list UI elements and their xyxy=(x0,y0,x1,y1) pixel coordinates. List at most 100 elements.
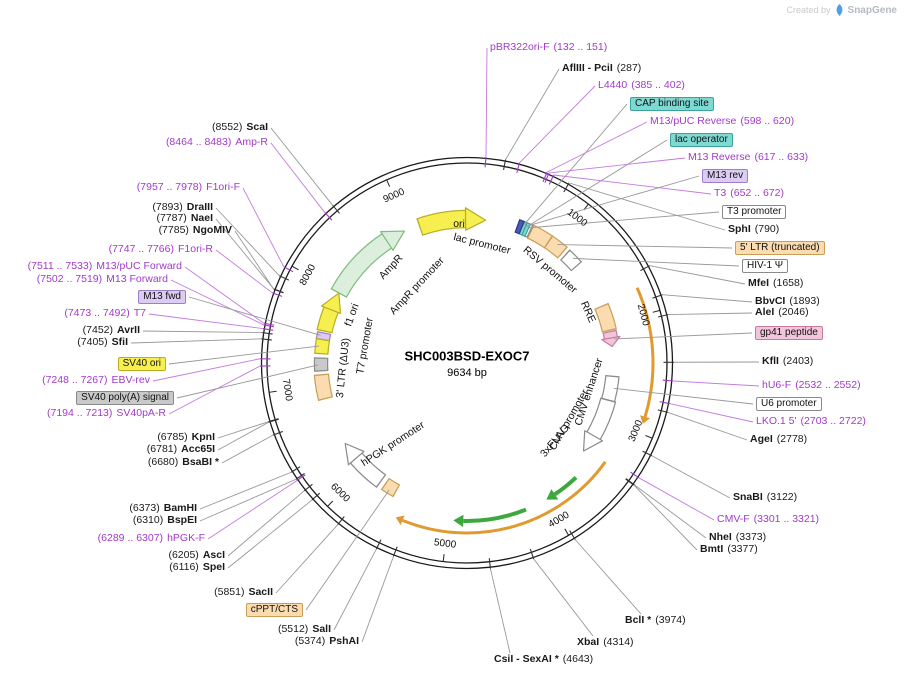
site-name-ageI[interactable]: AgeI xyxy=(750,433,773,445)
site-name-bclI[interactable]: BclI * xyxy=(625,614,652,626)
site-name-t3[interactable]: T3 xyxy=(714,187,727,199)
callout-bsaBI[interactable]: (6680) BsaBI * xyxy=(148,455,219,470)
callout-sv40-ori-box[interactable]: SV40 ori xyxy=(117,356,166,371)
site-name-cmv-f[interactable]: CMV-F xyxy=(717,513,750,525)
site-name-m13-puc-fwd[interactable]: M13/pUC Forward xyxy=(96,260,182,272)
feature-cmv-arrow[interactable] xyxy=(587,398,615,440)
feature-ori-arrow[interactable] xyxy=(417,211,466,235)
inner-label-ori[interactable]: ori xyxy=(452,217,466,231)
feature-f1-ori-arrow[interactable] xyxy=(317,307,338,333)
callout-xbaI[interactable]: XbaI (4314) xyxy=(577,635,634,650)
callout-bclI[interactable]: BclI * (3974) xyxy=(625,613,686,628)
callout-ebv-rev[interactable]: (7248 .. 7267) EBV-rev xyxy=(42,373,150,388)
callout-m13-rev-box[interactable]: M13 rev xyxy=(702,168,749,183)
feature-label-u6-promoter-box[interactable]: U6 promoter xyxy=(756,397,822,411)
site-name-sacII[interactable]: SacII xyxy=(248,586,273,598)
callout-amp-r[interactable]: (8464 .. 8483) Amp-R xyxy=(166,135,268,150)
site-name-pshAI[interactable]: PshAI xyxy=(329,635,359,647)
site-name-ascI[interactable]: AscI xyxy=(202,549,225,561)
callout-lko15[interactable]: LKO.1 5' (2703 .. 2722) xyxy=(756,414,866,429)
site-name-avrII[interactable]: AvrII xyxy=(117,324,140,336)
site-name-bmtI[interactable]: BmtI xyxy=(700,543,724,555)
callout-bbvCI[interactable]: BbvCI (1893) xyxy=(755,294,820,309)
site-name-bamHI[interactable]: BamHI xyxy=(163,502,197,514)
callout-bspEI[interactable]: (6310) BspEI xyxy=(133,513,197,528)
feature-label-cap-box[interactable]: CAP binding site xyxy=(630,97,714,111)
feature-cppt-block[interactable] xyxy=(382,479,399,496)
callout-kpnI[interactable]: (6785) KpnI xyxy=(157,430,215,445)
site-name-aflIII-pciI[interactable]: AflIII - PciI xyxy=(562,62,613,74)
site-name-scaI[interactable]: ScaI xyxy=(246,121,268,133)
callout-m13-reverse[interactable]: M13 Reverse (617 .. 633) xyxy=(688,150,808,165)
site-name-m13-forward[interactable]: M13 Forward xyxy=(106,273,168,285)
feature-label-m13-fwd-box[interactable]: M13 fwd xyxy=(138,290,186,304)
site-name-naeI[interactable]: NaeI xyxy=(190,212,213,224)
callout-sv40pa-r[interactable]: (7194 .. 7213) SV40pA-R xyxy=(47,406,166,421)
feature-green-arrow-1[interactable] xyxy=(553,475,578,496)
feature-label-m13-rev-box[interactable]: M13 rev xyxy=(702,169,749,183)
feature-hpgk-arrow-arrowhead[interactable] xyxy=(344,442,365,466)
feature-rsv-block[interactable] xyxy=(528,226,552,247)
site-name-xbaI[interactable]: XbaI xyxy=(577,636,600,648)
feature-label-t3-promoter-box[interactable]: T3 promoter xyxy=(722,205,787,219)
feature-ori-arrow-arrowhead[interactable] xyxy=(464,207,487,231)
site-name-bbvCI[interactable]: BbvCI xyxy=(755,295,786,307)
callout-sv40-polya-box[interactable]: SV40 poly(A) signal xyxy=(76,390,174,405)
feature-f1-ori-arrow-arrowhead[interactable] xyxy=(320,292,342,315)
feature-ampr-arrow[interactable] xyxy=(332,234,392,297)
callout-t7[interactable]: (7473 .. 7492) T7 xyxy=(64,306,146,321)
feature-label-ltr5-box[interactable]: 5' LTR (truncated) xyxy=(735,241,825,255)
feature-gp41-arrow[interactable] xyxy=(603,331,617,340)
callout-bamHI[interactable]: (6373) BamHI xyxy=(129,501,197,516)
site-name-snaBI[interactable]: SnaBI xyxy=(733,491,763,503)
callout-ageI[interactable]: AgeI (2778) xyxy=(750,432,807,447)
callout-snaBI[interactable]: SnaBI (3122) xyxy=(733,490,797,505)
feature-cmv-arrow-arrowhead[interactable] xyxy=(582,430,604,452)
callout-f1ori-r[interactable]: (7747 .. 7766) F1ori-R xyxy=(109,242,213,257)
callout-cmv-f[interactable]: CMV-F (3301 .. 3321) xyxy=(717,512,819,527)
callout-bmtI[interactable]: BmtI (3377) xyxy=(700,542,758,557)
site-name-t7[interactable]: T7 xyxy=(133,307,146,319)
callout-m13-puc-fwd[interactable]: (7511 .. 7533) M13/pUC Forward xyxy=(28,259,182,274)
site-name-hu6-f[interactable]: hU6-F xyxy=(762,379,792,391)
feature-rre-block[interactable] xyxy=(595,304,616,332)
site-name-mfeI[interactable]: MfeI xyxy=(748,277,769,289)
feature-label-gp41-box[interactable]: gp41 peptide xyxy=(755,326,823,340)
site-name-csiI-sexAI[interactable]: CsiI - SexAI * xyxy=(494,653,559,665)
site-name-sphI[interactable]: SphI xyxy=(728,223,751,235)
feature-ampr-arrow-arrowhead[interactable] xyxy=(380,230,406,251)
site-name-m13-puc-rev[interactable]: M13/pUC Reverse xyxy=(650,115,737,127)
callout-psi-box[interactable]: HIV-1 Ψ xyxy=(742,258,789,273)
callout-csiI-sexAI[interactable]: CsiI - SexAI * (4643) xyxy=(494,652,593,667)
callout-mfeI[interactable]: MfeI (1658) xyxy=(748,276,803,291)
site-name-hpgk-f[interactable]: hPGK-F xyxy=(167,532,205,544)
site-name-f1ori-r[interactable]: F1ori-R xyxy=(177,243,213,255)
callout-sfiI[interactable]: (7405) SfiI xyxy=(77,335,128,350)
feature-label-lac-operator-box[interactable]: lac operator xyxy=(670,133,733,147)
callout-m13-puc-rev[interactable]: M13/pUC Reverse (598 .. 620) xyxy=(650,114,794,129)
callout-l4440[interactable]: L4440 (385 .. 402) xyxy=(598,78,685,93)
site-name-speI[interactable]: SpeI xyxy=(202,561,225,573)
callout-sphI[interactable]: SphI (790) xyxy=(728,222,779,237)
callout-f1ori-f[interactable]: (7957 .. 7978) F1ori-F xyxy=(137,180,240,195)
callout-m13-fwd-box[interactable]: M13 fwd xyxy=(138,289,186,304)
feature-lac-prom-block[interactable] xyxy=(515,220,524,233)
callout-hu6-f[interactable]: hU6-F (2532 .. 2552) xyxy=(762,378,861,393)
callout-pbr322ori-f[interactable]: pBR322ori-F (132 .. 151) xyxy=(490,40,607,55)
feature-orange-arc-bottom-arrowhead[interactable] xyxy=(395,515,405,526)
callout-scaI[interactable]: (8552) ScaI xyxy=(212,120,268,135)
site-name-pbr322ori-f[interactable]: pBR322ori-F xyxy=(490,41,550,53)
site-name-bspEI[interactable]: BspEI xyxy=(167,514,197,526)
feature-ltr5-block[interactable] xyxy=(545,236,567,258)
callout-t3[interactable]: T3 (652 .. 672) xyxy=(714,186,784,201)
site-name-m13-reverse[interactable]: M13 Reverse xyxy=(688,151,751,163)
callout-nheI[interactable]: NheI (3373) xyxy=(709,530,766,545)
site-name-acc65I[interactable]: Acc65I xyxy=(181,443,215,455)
site-name-bsaBI[interactable]: BsaBI * xyxy=(182,456,219,468)
site-name-ebv-rev[interactable]: EBV-rev xyxy=(111,374,150,386)
site-name-aleI[interactable]: AleI xyxy=(755,306,775,318)
site-name-kflI[interactable]: KflI xyxy=(762,355,779,367)
callout-speI[interactable]: (6116) SpeI xyxy=(169,560,225,575)
site-name-sfiI[interactable]: SfiI xyxy=(111,336,128,348)
callout-ltr5-box[interactable]: 5' LTR (truncated) xyxy=(735,240,825,255)
